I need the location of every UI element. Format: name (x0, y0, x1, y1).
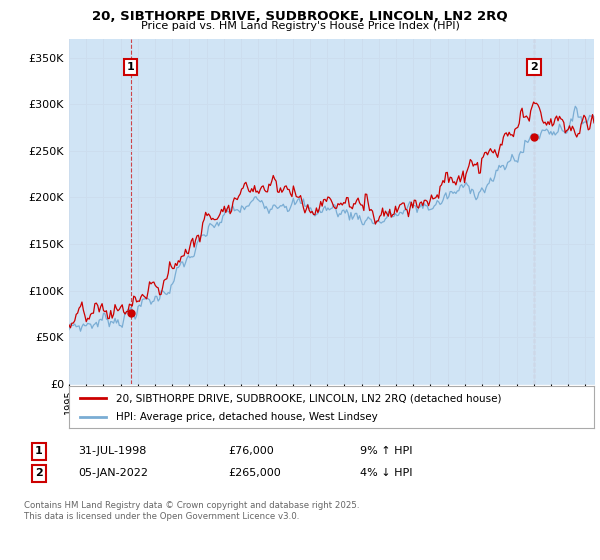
Text: 2: 2 (35, 468, 43, 478)
Text: 20, SIBTHORPE DRIVE, SUDBROOKE, LINCOLN, LN2 2RQ: 20, SIBTHORPE DRIVE, SUDBROOKE, LINCOLN,… (92, 10, 508, 23)
Text: 05-JAN-2022: 05-JAN-2022 (78, 468, 148, 478)
Text: HPI: Average price, detached house, West Lindsey: HPI: Average price, detached house, West… (116, 412, 378, 422)
Text: £76,000: £76,000 (228, 446, 274, 456)
Text: £265,000: £265,000 (228, 468, 281, 478)
Text: 4% ↓ HPI: 4% ↓ HPI (360, 468, 413, 478)
Text: 1: 1 (35, 446, 43, 456)
Text: 1: 1 (127, 62, 134, 72)
Text: 31-JUL-1998: 31-JUL-1998 (78, 446, 146, 456)
Text: 20, SIBTHORPE DRIVE, SUDBROOKE, LINCOLN, LN2 2RQ (detached house): 20, SIBTHORPE DRIVE, SUDBROOKE, LINCOLN,… (116, 393, 502, 403)
Text: Contains HM Land Registry data © Crown copyright and database right 2025.
This d: Contains HM Land Registry data © Crown c… (24, 501, 359, 521)
Text: 9% ↑ HPI: 9% ↑ HPI (360, 446, 413, 456)
Text: Price paid vs. HM Land Registry's House Price Index (HPI): Price paid vs. HM Land Registry's House … (140, 21, 460, 31)
Text: 2: 2 (530, 62, 538, 72)
